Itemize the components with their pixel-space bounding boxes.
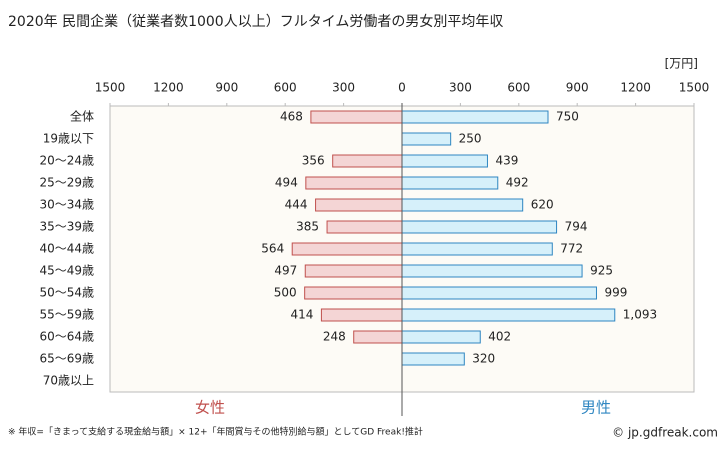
value-label: 772: [560, 242, 583, 256]
x-tick-label: 1200: [620, 81, 651, 95]
bar: [332, 154, 403, 168]
x-tick-label: 600: [507, 81, 530, 95]
bar: [304, 264, 403, 278]
x-tick-label: 1500: [679, 81, 710, 95]
y-tick-label: 25～29歳: [39, 176, 94, 190]
value-label: 750: [556, 110, 579, 124]
y-tick-label: 45～49歳: [39, 264, 94, 278]
y-tick-label: 65～69歳: [39, 352, 94, 366]
bar: [353, 330, 403, 344]
y-tick-label: 30～34歳: [39, 198, 94, 212]
bar: [401, 154, 488, 168]
bar: [401, 220, 558, 234]
value-label: 620: [531, 198, 554, 212]
chart-title: 2020年 民間企業（従業者数1000人以上）フルタイム労働者の男女別平均年収: [8, 13, 503, 30]
y-tick-label: 55～59歳: [39, 308, 94, 322]
x-tick-label: 900: [566, 81, 589, 95]
x-tick-label: 0: [398, 81, 406, 95]
x-tick-label: 1200: [153, 81, 184, 95]
unit-label: [万円]: [665, 57, 698, 71]
value-label: 250: [459, 132, 482, 146]
y-tick-label: 70歳以上: [43, 374, 94, 388]
y-tick-label: 20～24歳: [39, 154, 94, 168]
bar: [401, 176, 499, 190]
value-label: 402: [488, 330, 511, 344]
x-tick-label: 300: [332, 81, 355, 95]
value-label: 248: [323, 330, 346, 344]
bar: [401, 308, 616, 322]
legend-label: 男性: [581, 399, 611, 417]
value-label: 414: [291, 308, 314, 322]
bar: [315, 198, 403, 212]
value-label: 925: [590, 264, 613, 278]
value-label: 385: [296, 220, 319, 234]
bar: [401, 110, 549, 124]
value-label: 444: [285, 198, 308, 212]
bar: [401, 198, 524, 212]
bar: [401, 330, 481, 344]
value-label: 439: [495, 154, 518, 168]
x-tick-label: 1500: [95, 81, 126, 95]
value-label: 468: [280, 110, 303, 124]
bar: [401, 132, 452, 146]
x-tick-label: 300: [449, 81, 472, 95]
credit: © jp.gdfreak.com: [612, 426, 718, 440]
x-tick-label: 900: [215, 81, 238, 95]
value-label: 999: [604, 286, 627, 300]
y-tick-label: 40～44歳: [39, 242, 94, 256]
legend-label: 女性: [195, 399, 225, 417]
bar: [401, 286, 597, 300]
value-label: 1,093: [623, 308, 657, 322]
bar: [326, 220, 403, 234]
bar: [291, 242, 403, 256]
bar: [401, 352, 465, 366]
bar: [401, 242, 553, 256]
value-label: 492: [506, 176, 529, 190]
value-label: 794: [565, 220, 588, 234]
value-label: 497: [274, 264, 297, 278]
y-tick-label: 全体: [70, 109, 94, 124]
value-label: 500: [274, 286, 297, 300]
bar: [310, 110, 403, 124]
value-label: 564: [261, 242, 284, 256]
bar: [305, 176, 403, 190]
value-label: 356: [302, 154, 325, 168]
y-tick-label: 35～39歳: [39, 220, 94, 234]
value-label: 320: [472, 352, 495, 366]
value-label: 494: [275, 176, 298, 190]
bar: [304, 286, 403, 300]
y-tick-label: 60～64歳: [39, 330, 94, 344]
bar: [320, 308, 403, 322]
y-tick-label: 50～54歳: [39, 286, 94, 300]
bar: [401, 264, 583, 278]
y-tick-label: 19歳以下: [43, 132, 94, 146]
x-tick-label: 600: [274, 81, 297, 95]
note: ※ 年収=「きまって支給する現金給与額」× 12+「年間賞与その他特別給与額」と…: [8, 426, 423, 438]
